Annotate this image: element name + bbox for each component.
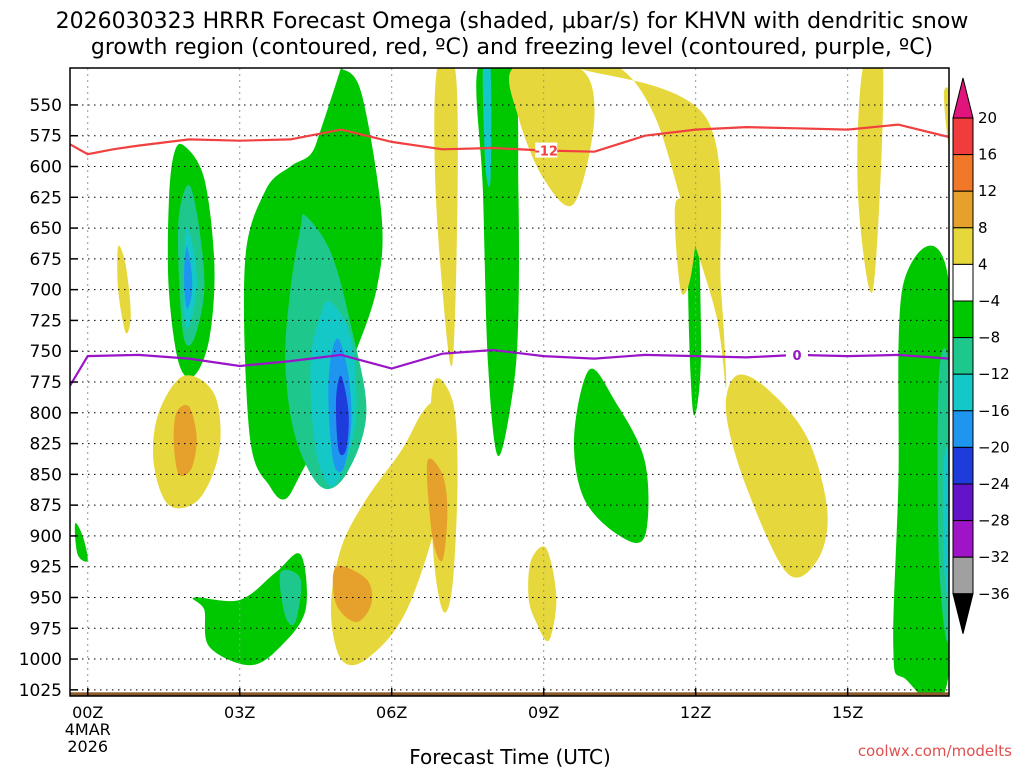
y-tick-label-17: 975 <box>30 619 62 639</box>
y-tick-label-15: 925 <box>30 558 62 578</box>
colorbar-swatch-5 <box>952 263 974 302</box>
y-tick-label-13: 875 <box>30 496 62 516</box>
y-tick-label-3: 625 <box>30 188 62 208</box>
omega-region-12 <box>573 368 649 544</box>
colorbar-swatch-9 <box>952 410 974 448</box>
omega-region-23 <box>434 68 458 367</box>
colorbar-swatch-1 <box>952 117 974 156</box>
colorbar-swatch-11 <box>952 483 974 522</box>
y-tick-label-5: 675 <box>30 250 62 270</box>
x-tick-year: 2026 <box>67 737 108 756</box>
colorbar-legend: 20 16 12 8 4 −4 −8 −12 −16 −20 −24 −28 −32 −36 <box>952 77 1010 634</box>
x-tick-label-5: 15Z <box>832 703 863 722</box>
colorbar-top-arrow <box>952 77 974 119</box>
x-tick-label-3: 09Z <box>528 703 559 722</box>
colorbar-swatch-10 <box>952 446 974 485</box>
x-tick-label-1: 03Z <box>224 703 255 722</box>
colorbar-swatch-4 <box>952 227 974 265</box>
omega-region-19 <box>579 68 727 389</box>
temperature-contours: -12 0 <box>70 123 949 387</box>
omega-shaded-regions <box>74 68 949 696</box>
colorbar-label-5: −4 <box>978 292 1000 310</box>
y-tick-label-18: 1000 <box>19 650 62 670</box>
credit-text: coolwx.com/modelts <box>858 742 1012 760</box>
chart-title-line1: 2026030323 HRRR Forecast Omega (shaded, … <box>56 9 969 34</box>
dendritic-snow-minus12-line <box>70 123 949 156</box>
omega-region-10 <box>482 68 492 187</box>
omega-region-17 <box>192 553 307 666</box>
y-tick-label-6: 700 <box>30 281 62 301</box>
y-tick-label-19: 1025 <box>19 681 62 701</box>
omega-region-32 <box>674 198 697 295</box>
omega-region-21 <box>725 374 828 578</box>
omega-region-31 <box>528 546 557 642</box>
dendritic-snow-minus12-label-bg <box>535 142 558 158</box>
colorbar-label-1: 16 <box>978 146 997 164</box>
colorbar-label-7: −12 <box>978 365 1010 383</box>
y-tick-label-9: 775 <box>30 373 62 393</box>
terrain-ground <box>70 692 949 696</box>
colorbar-label-9: −20 <box>978 438 1010 456</box>
colorbar-label-10: −24 <box>978 475 1010 493</box>
colorbar-swatch-3 <box>952 190 974 229</box>
colorbar-swatch-2 <box>952 154 974 192</box>
omega-region-18 <box>279 569 302 626</box>
y-tick-label-4: 650 <box>30 219 62 239</box>
y-tick-label-14: 900 <box>30 527 62 547</box>
y-tick-label-7: 725 <box>30 311 62 331</box>
chart-title-line2: growth region (contoured, red, ºC) and f… <box>91 35 933 60</box>
x-tick-label-4: 12Z <box>680 703 711 722</box>
x-tick-date: 4MAR <box>65 720 111 739</box>
y-tick-label-2: 600 <box>30 158 62 178</box>
colorbar-label-13: −36 <box>978 585 1010 603</box>
y-tick-label-0: 550 <box>30 96 62 116</box>
omega-region-8 <box>184 246 193 309</box>
colorbar-label-3: 8 <box>978 219 988 237</box>
colorbar-swatch-7 <box>952 337 974 375</box>
dendritic-snow-minus12-label: -12 <box>534 145 558 160</box>
colorbar-label-11: −28 <box>978 512 1010 530</box>
colorbar-label-6: −8 <box>978 329 1000 347</box>
y-tick-label-1: 575 <box>30 127 62 147</box>
omega-region-22 <box>857 68 884 293</box>
freezing-level-0-label: 0 <box>792 349 801 364</box>
colorbar-bottom-arrow <box>952 593 974 634</box>
y-tick-label-12: 850 <box>30 465 62 485</box>
colorbar-swatch-13 <box>952 556 974 595</box>
colorbar-swatch-12 <box>952 520 974 558</box>
colorbar-label-12: −32 <box>978 548 1010 566</box>
x-axis-label: Forecast Time (UTC) <box>409 745 611 768</box>
y-tick-label-11: 825 <box>30 435 62 455</box>
omega-region-33 <box>943 87 949 144</box>
colorbar-label-4: 4 <box>978 255 988 273</box>
colorbar-swatch-8 <box>952 373 974 412</box>
colorbar-swatch-6 <box>952 300 974 339</box>
x-tick-label-0: 00Z <box>72 703 103 722</box>
omega-region-29 <box>173 404 197 477</box>
y-tick-label-8: 750 <box>30 342 62 362</box>
y-tick-label-10: 800 <box>30 404 62 424</box>
y-axis-ticks: 550 575 600 625 650 675 700 725 750 775 800 825 850 8… <box>19 96 78 701</box>
y-tick-label-16: 950 <box>30 588 62 608</box>
colorbar-label-2: 12 <box>978 182 997 200</box>
colorbar-label-0: 20 <box>978 109 997 127</box>
omega-region-15 <box>943 447 949 603</box>
x-tick-label-2: 06Z <box>376 703 407 722</box>
omega-region-27 <box>332 565 373 623</box>
omega-region-20 <box>509 68 595 206</box>
omega-region-4 <box>335 375 349 456</box>
colorbar-label-8: −16 <box>978 402 1010 420</box>
freezing-level-0-label-bg <box>786 346 809 362</box>
omega-region-16 <box>74 522 88 562</box>
